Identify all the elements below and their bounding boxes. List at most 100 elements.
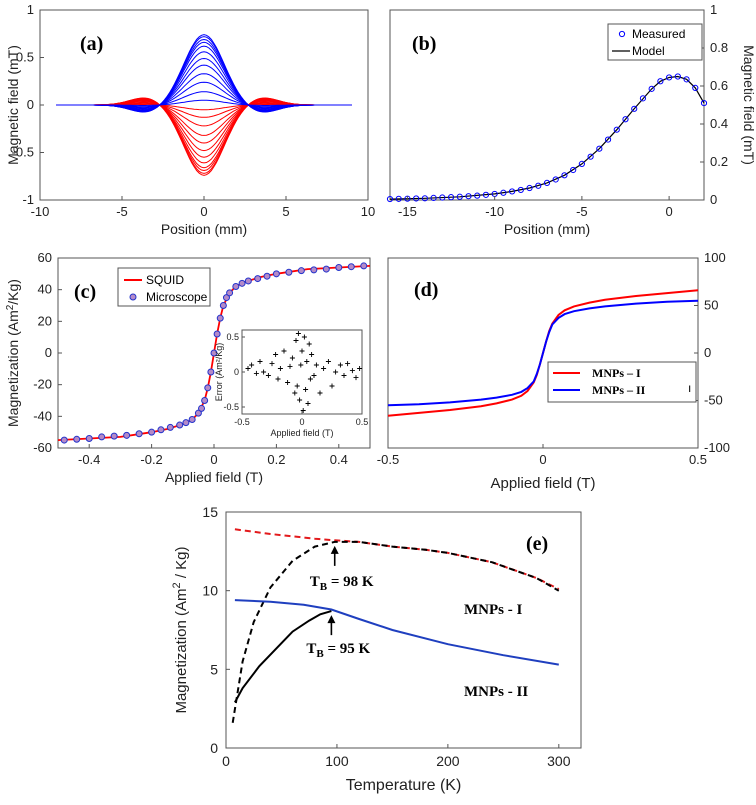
- panel-b-ytick-label: 0.2: [710, 154, 728, 169]
- annotation-part: = 98 K: [327, 574, 374, 590]
- error-point: [341, 373, 347, 378]
- measured-point: [596, 145, 603, 152]
- measured-point: [674, 73, 681, 80]
- panel-d-xtick-label: 0: [539, 452, 546, 467]
- measured-point: [395, 195, 402, 202]
- measured-point: [535, 182, 542, 189]
- error-point: [269, 361, 275, 367]
- error-point: [317, 390, 323, 396]
- panel-b-ytick-label: 0.4: [710, 116, 728, 131]
- error-point: [245, 366, 251, 371]
- panel-c-ytick-label: 60: [38, 250, 52, 265]
- error-point: [304, 359, 310, 364]
- legend-squid-label: SQUID: [146, 273, 184, 287]
- panel-a-xtick-label: 5: [282, 204, 289, 219]
- microscope-point: [297, 267, 305, 275]
- panel-a-ytick-label: 1: [27, 2, 34, 17]
- measured-point: [456, 193, 463, 200]
- error-point: [253, 370, 259, 376]
- error-point: [301, 334, 307, 340]
- field-curve-positive: [56, 51, 352, 111]
- error-point: [298, 362, 304, 368]
- field-curve-negative: [56, 98, 352, 164]
- panel-e-ylabel: Magnetization (Am2 / Kg): [171, 546, 190, 713]
- error-point: [295, 331, 301, 336]
- panel-c-ytick-label: -40: [33, 408, 52, 423]
- inset-xtick-label: -0.5: [234, 417, 250, 427]
- error-point: [275, 376, 281, 382]
- panel-a-xlabel: Position (mm): [161, 221, 247, 237]
- measured-point: [570, 166, 577, 174]
- measured-point: [386, 195, 394, 203]
- panel-b-legend: [607, 23, 703, 61]
- legend-mnps-i-label: MNPs – I: [592, 366, 641, 380]
- microscope-point: [135, 430, 143, 438]
- measured-point: [639, 95, 647, 102]
- error-point: [311, 373, 317, 378]
- microscope-point: [157, 426, 165, 434]
- field-curve-negative: [56, 99, 352, 158]
- microscope-point: [210, 349, 218, 357]
- legend-measured-marker: [618, 30, 626, 38]
- error-point: [249, 362, 255, 368]
- annotation-part: B: [316, 648, 324, 660]
- error-point: [299, 348, 305, 354]
- panel-d-legend: [547, 361, 697, 403]
- microscope-point: [204, 384, 212, 392]
- error-point: [353, 375, 359, 381]
- error-point: [293, 338, 299, 343]
- panel-a-curves: [56, 34, 352, 176]
- inset-ytick-label: 0: [234, 367, 239, 377]
- measured-point: [683, 76, 690, 83]
- panel-b-ytick-label: 0: [710, 192, 717, 207]
- tb-arrow-head: [330, 545, 339, 554]
- panel-a-ytick-label: 0.5: [16, 50, 34, 65]
- panel-d-label: (d): [414, 279, 438, 301]
- microscope-point: [226, 289, 234, 297]
- panel-d-xtick-label: 0.5: [689, 452, 707, 467]
- error-point: [337, 362, 343, 368]
- panel-d-ytick-label: 100: [704, 250, 726, 265]
- legend-measured-label: Measured: [632, 27, 685, 41]
- panel-a-xtick-label: 0: [200, 204, 207, 219]
- field-curve-negative: [56, 103, 352, 118]
- microscope-point: [360, 262, 368, 270]
- panel-c-xtick-label: 0.4: [330, 452, 348, 467]
- microscope-point: [219, 302, 227, 309]
- measured-point: [447, 194, 455, 201]
- legend-microscope-label: Microscope: [146, 290, 208, 304]
- panel-a-xtick-label: -10: [31, 204, 50, 219]
- error-point: [277, 366, 283, 371]
- error-point: [273, 352, 279, 357]
- measured-point: [587, 153, 594, 160]
- ylabel-part: Magnetization (Am: [173, 588, 190, 713]
- tb-annotation: TB = 95 K: [306, 641, 370, 660]
- ylabel-superscript: 2: [5, 304, 16, 310]
- microscope-point: [60, 436, 68, 444]
- error-point: [321, 366, 327, 371]
- microscope-point: [148, 428, 156, 436]
- measured-point: [631, 105, 638, 112]
- measured-point: [692, 84, 699, 92]
- panel-a-xtick-label: -5: [116, 204, 128, 219]
- microscope-point: [322, 265, 330, 273]
- panel-c-label: (c): [74, 281, 96, 303]
- field-curve-negative: [56, 102, 352, 127]
- panel-e-ytick-label: 10: [202, 583, 218, 599]
- panel-d-ytick-label: -50: [704, 393, 723, 408]
- measured-point: [543, 179, 551, 186]
- microscope-point: [194, 409, 202, 417]
- error-point: [357, 366, 363, 371]
- microscope-point: [213, 330, 221, 338]
- microscope-point: [310, 266, 318, 274]
- microscope-point: [244, 277, 252, 285]
- measured-point: [648, 85, 655, 92]
- microscope-point: [73, 435, 81, 443]
- panel-e-label: (e): [526, 533, 548, 555]
- tb-annotation: TB = 98 K: [310, 574, 374, 593]
- panel-e-frame: [225, 511, 582, 749]
- microscope-point: [222, 294, 230, 302]
- panel-c-xtick-label: 0: [210, 452, 217, 467]
- mnps-ii-series-label: MNPs - II: [464, 684, 528, 700]
- microscope-point: [238, 279, 246, 287]
